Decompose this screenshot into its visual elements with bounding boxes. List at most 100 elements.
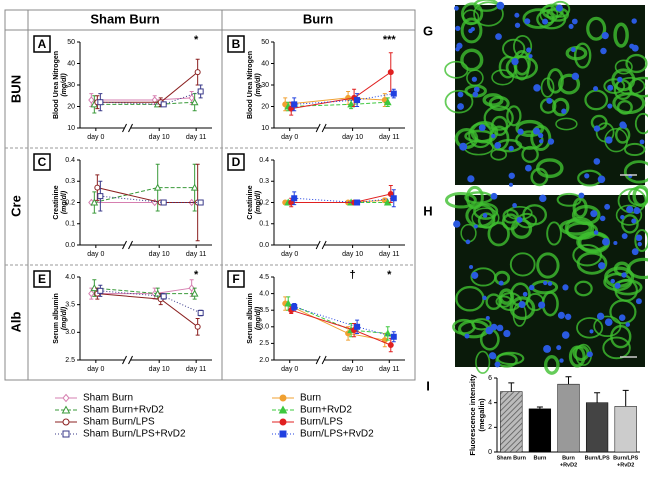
- nucleus: [457, 103, 464, 110]
- column-header: Burn: [303, 11, 333, 26]
- nucleus: [562, 284, 569, 291]
- nucleus: [517, 128, 524, 135]
- row-header: Cre: [8, 195, 23, 217]
- x-tick-label: day 10: [342, 134, 363, 141]
- nucleus: [601, 32, 609, 40]
- tubule: [505, 55, 539, 80]
- marker: [160, 293, 167, 300]
- nucleus: [618, 314, 626, 321]
- nucleus: [467, 175, 475, 183]
- tubule: [624, 142, 646, 157]
- tubule: [473, 202, 499, 220]
- annotation: ***: [383, 34, 397, 46]
- nucleus: [495, 33, 502, 40]
- tubule: [465, 185, 484, 210]
- marker: [354, 323, 361, 330]
- x-tick-label: Burn: [533, 455, 546, 461]
- marker: [194, 69, 201, 76]
- nucleus: [597, 175, 606, 184]
- tubule: [541, 3, 564, 20]
- nucleus: [547, 138, 555, 145]
- tubule: [627, 186, 648, 207]
- y-tick-label: 4.0: [259, 290, 269, 297]
- y-tick-label: 40: [67, 60, 75, 67]
- y-tick-label: 20: [261, 103, 269, 110]
- nucleus: [637, 241, 642, 247]
- nucleus: [571, 18, 578, 25]
- bar: [585, 402, 609, 453]
- nucleus: [590, 210, 598, 218]
- nucleus: [485, 326, 494, 335]
- tubule: [611, 68, 636, 92]
- tubule: [471, 318, 492, 331]
- nucleus: [631, 18, 637, 24]
- nucleus: [635, 234, 643, 242]
- marker: [347, 100, 355, 108]
- tubule: [574, 280, 593, 297]
- y-tick-label: 2.0: [259, 357, 269, 364]
- nucleus: [528, 284, 535, 291]
- y-axis-label: Creatinine: [247, 185, 254, 219]
- nucleus: [473, 224, 478, 229]
- y-tick-label: 3.5: [259, 307, 269, 314]
- nucleus: [619, 121, 627, 129]
- series-line: [291, 309, 391, 346]
- nucleus: [514, 12, 520, 18]
- y-tick-label: 3.0: [65, 329, 75, 336]
- tubule: [482, 93, 504, 107]
- legend-marker: [62, 430, 70, 438]
- nucleus: [607, 84, 614, 91]
- marker: [197, 199, 204, 206]
- tubule: [515, 119, 545, 138]
- nucleus: [503, 329, 511, 338]
- nucleus: [539, 139, 544, 144]
- marker: [197, 88, 204, 95]
- marker: [354, 97, 361, 104]
- x-tick-label: Burn/LPS: [585, 455, 610, 461]
- tubule: [555, 117, 578, 131]
- x-tick-label: Burn: [562, 455, 575, 461]
- marker: [387, 342, 394, 349]
- nucleus: [524, 18, 531, 25]
- axis-break: [315, 123, 321, 133]
- tubule: [530, 125, 552, 151]
- nucleus: [559, 358, 564, 363]
- y-axis-label: Fluorescence intensity: [468, 374, 477, 456]
- y-axis-unit: (megalin): [477, 398, 486, 432]
- error-bar: [536, 406, 543, 409]
- nucleus: [633, 207, 641, 215]
- y-tick-label: 2.5: [65, 357, 75, 364]
- nucleus: [538, 301, 546, 309]
- tubule: [487, 221, 510, 247]
- x-tick-label: +RvD2: [617, 462, 634, 468]
- panel-letter: B: [232, 37, 241, 51]
- annotation: *: [194, 269, 199, 281]
- micrograph: [444, 184, 648, 375]
- marker: [190, 289, 199, 297]
- tubule: [470, 267, 497, 287]
- nucleus: [490, 192, 498, 200]
- nucleus: [621, 233, 628, 240]
- nucleus: [508, 172, 515, 179]
- marker: [291, 303, 298, 310]
- tubule: [634, 112, 648, 135]
- tubule: [521, 145, 539, 164]
- y-tick-label: 20: [67, 103, 75, 110]
- tubule: [502, 38, 526, 59]
- tubule: [565, 46, 588, 61]
- series-line: [94, 187, 195, 203]
- marker: [153, 183, 162, 191]
- annotation: *: [387, 269, 392, 281]
- marker: [284, 299, 293, 307]
- y-tick-label: 50: [261, 39, 269, 46]
- axis-break: [315, 355, 321, 365]
- marker: [151, 96, 158, 104]
- marker: [97, 193, 104, 200]
- y-axis-unit: (mg/dl): [255, 73, 262, 97]
- panel-label: G: [423, 23, 433, 38]
- error-bar: [622, 389, 629, 407]
- series-line: [97, 71, 198, 103]
- nucleus: [457, 91, 464, 98]
- panel-letter-box: [227, 35, 245, 53]
- nucleus: [473, 86, 480, 93]
